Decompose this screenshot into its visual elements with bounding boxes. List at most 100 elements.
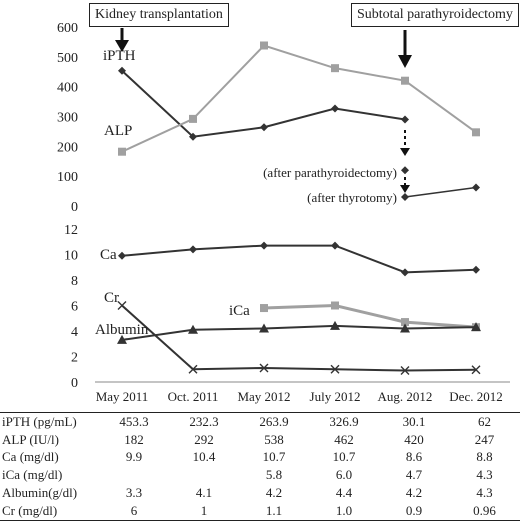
cr-point: [259, 363, 269, 373]
ca-point: [189, 245, 197, 254]
y-tick-label: 6: [71, 300, 78, 315]
albumin-point: [330, 320, 340, 330]
table-cell: 0.96: [449, 501, 520, 521]
series-label-cr: Cr: [104, 290, 119, 306]
row-label: iPTH (pg/mL): [0, 411, 99, 431]
table-cell: 62: [449, 411, 520, 431]
ica-line: [263, 303, 477, 329]
table-cell: [99, 466, 169, 484]
table-row: iCa (mg/dl) 5.8 6.0 4.7 4.3: [0, 466, 520, 484]
ipth-point: [401, 166, 409, 175]
y-tick-label: 8: [71, 274, 78, 289]
x-tick-label: May 2012: [237, 389, 290, 404]
y-tick-label: 0: [71, 200, 78, 215]
table-cell: 4.3: [476, 467, 493, 483]
table-cell: 420: [404, 431, 424, 447]
albumin-point: [471, 322, 481, 332]
alp-point: [331, 64, 339, 73]
after-parathyroidectomy-label: (after parathyroidectomy): [263, 165, 397, 180]
ca-line: [121, 244, 477, 274]
top-plot: 0 100 200 300 400 500 600 iPTH ALP: [57, 21, 480, 215]
ica-point: [260, 304, 268, 313]
table-cell: 9.9: [125, 449, 143, 465]
y-tick-label: 500: [57, 51, 78, 66]
data-table: iPTH (pg/mL) 453.3 232.3 263.9 326.9 30.1 62 AL…: [0, 411, 520, 521]
table-row: Ca (mg/dl) 9.9 10.4 10.7 10.7 8.6 8.8: [0, 449, 520, 467]
table-cell: 4.1: [195, 485, 213, 501]
ipth-point: [189, 132, 197, 141]
ica-point: [401, 318, 409, 327]
series-label-ca: Ca: [100, 247, 117, 263]
ca-point: [118, 251, 126, 260]
table-cell: 538: [264, 431, 284, 447]
annotation-layer: (after parathyroidectomy) (after thyrotom…: [115, 28, 412, 205]
alp-point: [472, 128, 480, 137]
cr-point: [330, 364, 340, 374]
parathyroidectomy-label: Subtotal parathyroidectomy: [351, 3, 519, 27]
x-tick-label: July 2012: [310, 389, 361, 404]
ipth-point: [401, 193, 409, 202]
table-cell: 292: [194, 431, 214, 447]
x-tick-label: Dec. 2012: [449, 389, 502, 404]
y-tick-label: 2: [71, 351, 78, 366]
y-tick-label: 12: [64, 223, 78, 238]
table-cell: 232.3: [169, 411, 239, 431]
after-thyrotomy-label: (after thyrotomy): [307, 190, 397, 205]
ipth-point: [401, 115, 409, 124]
table-cell: 6: [99, 501, 169, 521]
dashed-arrow-2-head: [400, 185, 410, 193]
ca-point: [331, 241, 339, 250]
y-tick-label: 200: [57, 140, 78, 155]
y-tick-label: 4: [71, 325, 78, 340]
ca-point: [401, 268, 409, 277]
kidney-transplant-label: Kidney transplantation: [89, 3, 229, 27]
parathyroid-arrow-head: [398, 55, 412, 68]
table-cell: [169, 466, 239, 484]
albumin-point: [117, 334, 127, 344]
cr-point: [400, 366, 410, 376]
table-cell: 30.1: [379, 411, 449, 431]
y-tick-label: 600: [57, 21, 78, 36]
series-label-albumin: Albumin: [95, 322, 149, 338]
table-cell: 5.8: [265, 467, 283, 483]
ipth-point: [118, 66, 126, 75]
ipth-point: [331, 104, 339, 113]
cr-point: [188, 364, 198, 374]
kidney-arrow-head: [115, 40, 129, 52]
row-label: Cr (mg/dl): [0, 501, 99, 521]
y-tick-label: 100: [57, 170, 78, 185]
cr-point: [117, 301, 127, 310]
cr-point: [471, 365, 481, 375]
series-label-ipth: iPTH: [103, 48, 136, 64]
table-cell: 462: [334, 431, 354, 447]
table-cell: 6.0: [335, 467, 353, 483]
x-tick-label: Aug. 2012: [378, 389, 433, 404]
x-tick-label: May 2011: [96, 389, 149, 404]
ipth-point: [260, 123, 268, 132]
table-cell: 8.8: [476, 449, 493, 465]
table-cell: 4.3: [476, 485, 493, 501]
table-cell: 8.6: [405, 449, 423, 465]
alp-point: [260, 41, 268, 50]
y-tick-label: 400: [57, 81, 78, 96]
chart-svg: 0 100 200 300 400 500 600 iPTH ALP 0 2 4 6 8 10 12 Ca Cr…: [57, 21, 510, 404]
table-cell: 1.0: [309, 501, 379, 521]
table-cell: 1: [169, 501, 239, 521]
albumin-line: [121, 324, 477, 341]
table-cell: 1.1: [239, 501, 309, 521]
ca-point: [472, 265, 480, 274]
table-cell: 10.7: [262, 449, 286, 465]
alp-line: [121, 44, 477, 153]
series-label-alp: ALP: [104, 123, 132, 139]
x-tick-label: Oct. 2011: [168, 389, 219, 404]
albumin-point: [188, 324, 198, 334]
table-cell: 4.2: [265, 485, 283, 501]
table-cell: 4.4: [335, 485, 353, 501]
table-row: ALP (IU/l) 182 292 538 462 420 247: [0, 431, 520, 449]
table-cell: 3.3: [125, 485, 143, 501]
table-cell: 10.7: [332, 449, 356, 465]
table-cell: 4.2: [405, 485, 423, 501]
table-cell: 263.9: [239, 411, 309, 431]
table-cell: 326.9: [309, 411, 379, 431]
alp-point: [401, 76, 409, 85]
